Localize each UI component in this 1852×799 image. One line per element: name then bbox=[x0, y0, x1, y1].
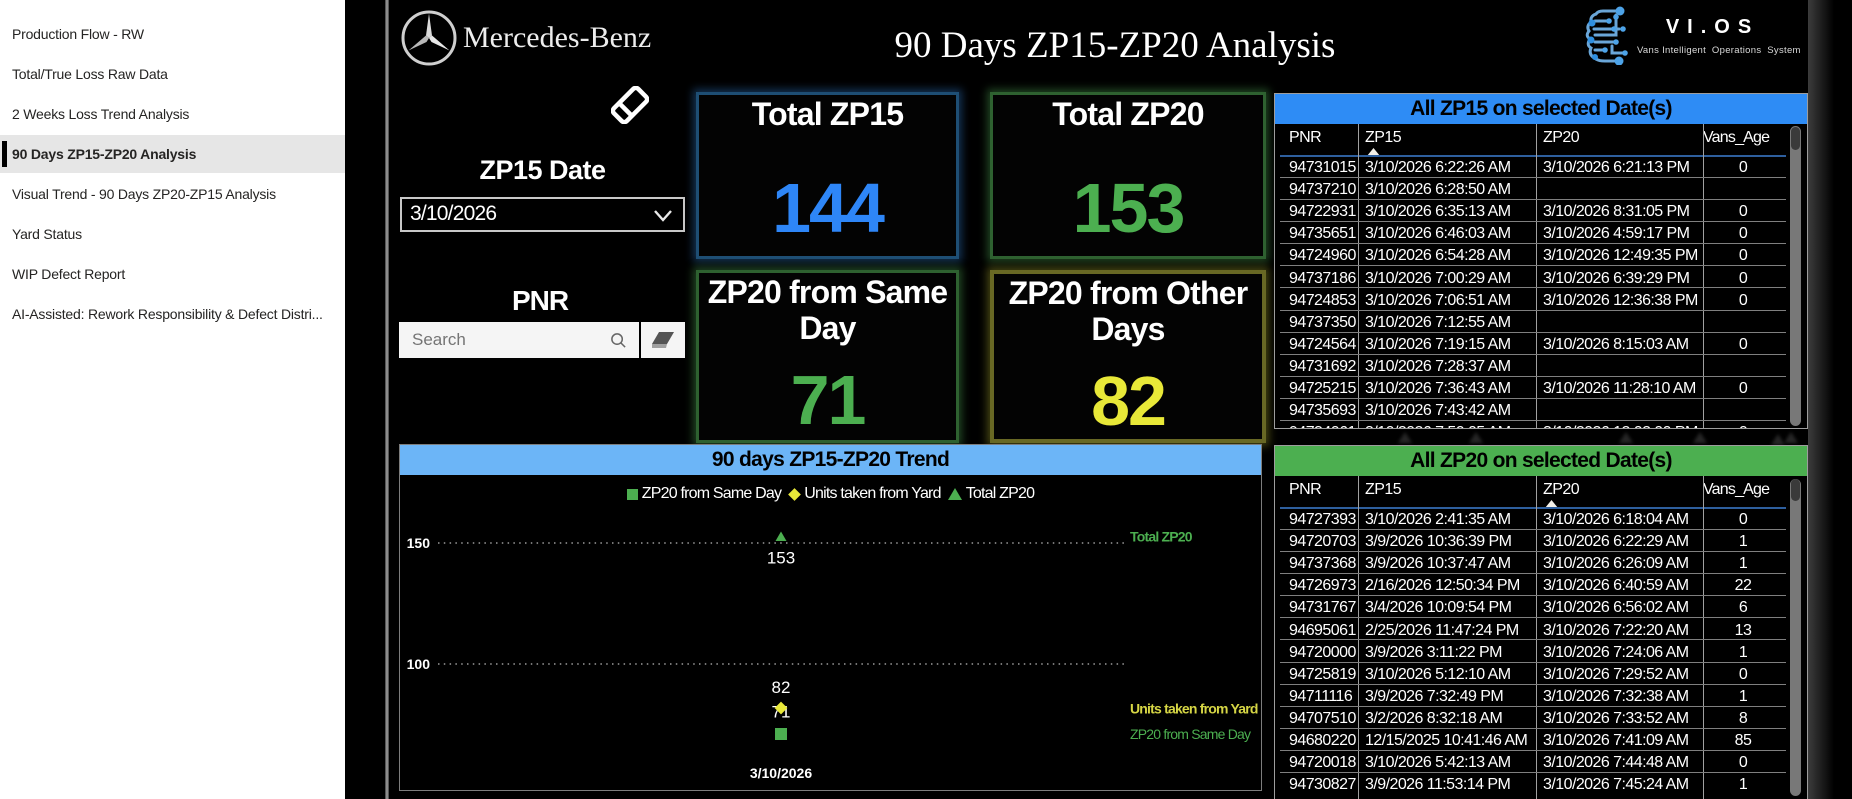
svg-text:Total ZP20: Total ZP20 bbox=[1130, 529, 1193, 545]
svg-text:153: 153 bbox=[767, 549, 795, 568]
svg-text:ZP20 from Same Day: ZP20 from Same Day bbox=[1130, 726, 1251, 742]
svg-text:3/10/2026: 3/10/2026 bbox=[750, 765, 812, 781]
svg-text:150: 150 bbox=[407, 535, 431, 551]
svg-text:100: 100 bbox=[407, 656, 431, 672]
svg-text:82: 82 bbox=[772, 678, 791, 697]
svg-text:Units taken from Yard: Units taken from Yard bbox=[1130, 701, 1258, 717]
